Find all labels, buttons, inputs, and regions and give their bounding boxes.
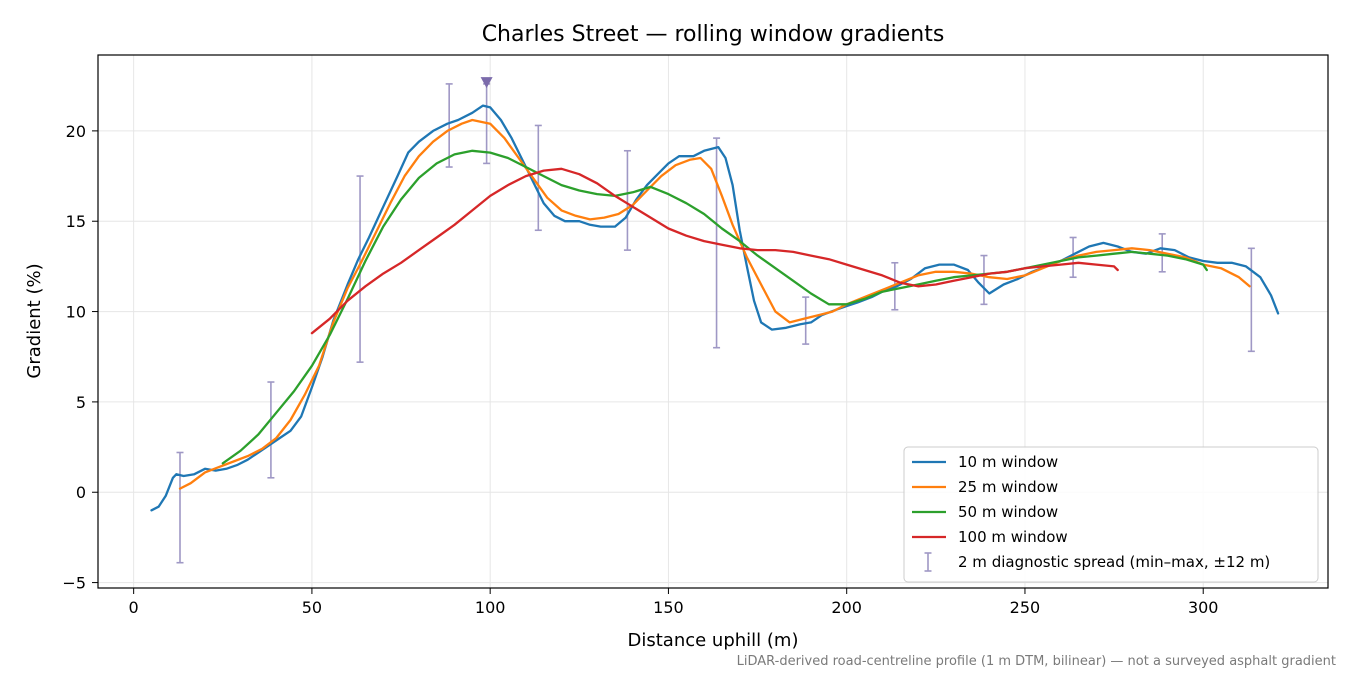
peak-marker bbox=[480, 77, 493, 89]
x-tick-label: 300 bbox=[1188, 598, 1219, 617]
chart-title: Charles Street — rolling window gradient… bbox=[482, 22, 945, 47]
error-bars bbox=[176, 83, 1255, 564]
y-axis-label: Gradient (%) bbox=[24, 263, 45, 378]
y-tick-label: 5 bbox=[76, 393, 86, 412]
legend-label: 2 m diagnostic spread (min–max, ±12 m) bbox=[958, 553, 1270, 571]
peak-marker-triangle bbox=[480, 77, 493, 89]
error-bar bbox=[623, 149, 631, 251]
series-line-25-m-window bbox=[178, 118, 1251, 490]
x-axis-label: Distance uphill (m) bbox=[628, 630, 799, 651]
y-tick-label: 15 bbox=[66, 212, 86, 231]
legend-label: 100 m window bbox=[958, 528, 1068, 546]
legend-label: 50 m window bbox=[958, 503, 1058, 521]
error-bar bbox=[534, 124, 542, 232]
legend-item: 25 m window bbox=[912, 478, 1058, 496]
legend-item: 10 m window bbox=[912, 453, 1058, 471]
legend-item: 50 m window bbox=[912, 503, 1058, 521]
x-tick-label: 250 bbox=[1010, 598, 1041, 617]
legend-label: 10 m window bbox=[958, 453, 1058, 471]
legend-item: 2 m diagnostic spread (min–max, ±12 m) bbox=[924, 552, 1270, 572]
y-tick-label: 0 bbox=[76, 483, 86, 502]
x-tick-label: 100 bbox=[475, 598, 506, 617]
y-tick-label: 10 bbox=[66, 303, 86, 322]
y-tick-label: −5 bbox=[62, 574, 86, 593]
x-tick-label: 150 bbox=[653, 598, 684, 617]
x-tick-label: 50 bbox=[302, 598, 322, 617]
series-line-50-m-window bbox=[221, 149, 1208, 465]
error-bar bbox=[802, 296, 810, 345]
error-bar bbox=[267, 381, 275, 479]
y-axis-ticks: −5 0 5 10 15 20 bbox=[62, 122, 98, 593]
plot-frame bbox=[97, 54, 1329, 589]
legend: 10 m window 25 m window 50 m window 100 m w… bbox=[903, 446, 1319, 583]
footnote: LiDAR-derived road-centreline profile (1… bbox=[737, 654, 1336, 669]
y-tick-label: 20 bbox=[66, 122, 86, 141]
legend-label: 25 m window bbox=[958, 478, 1058, 496]
series-lines bbox=[150, 104, 1280, 512]
x-tick-label: 200 bbox=[831, 598, 862, 617]
error-bar bbox=[1247, 247, 1255, 353]
x-axis-ticks: 0 50 100 150 200 250 300 bbox=[129, 588, 1219, 617]
x-tick-label: 0 bbox=[129, 598, 139, 617]
error-bar bbox=[356, 175, 364, 363]
error-bar bbox=[176, 451, 184, 564]
legend-box bbox=[903, 446, 1319, 583]
legend-item: 100 m window bbox=[912, 528, 1068, 546]
error-bar bbox=[445, 83, 453, 168]
grid bbox=[98, 55, 1328, 588]
series-line-100-m-window bbox=[310, 167, 1119, 335]
error-bar bbox=[980, 254, 988, 306]
